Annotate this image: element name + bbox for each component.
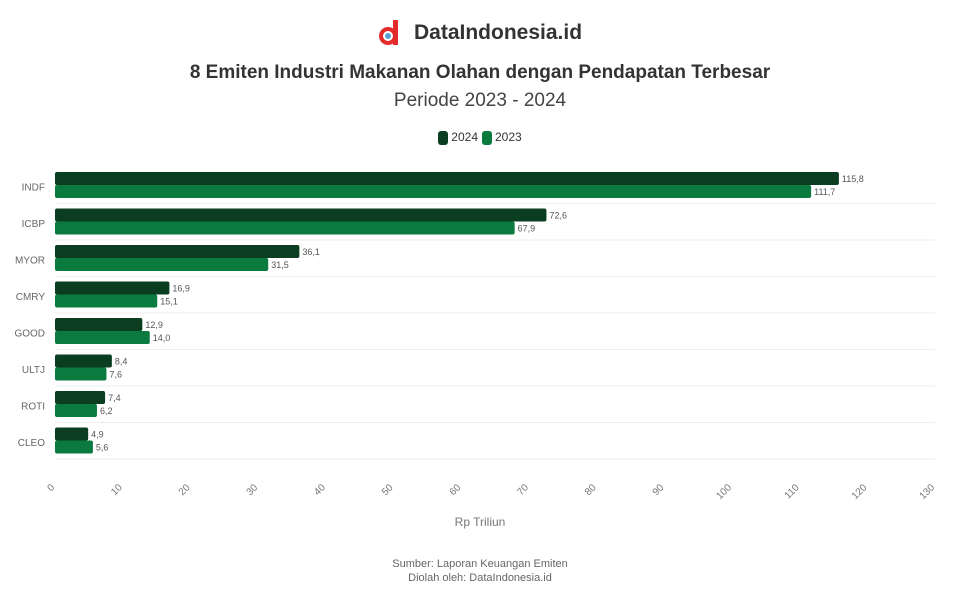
datain-logo-icon [378,20,402,46]
category-label: GOOD [14,328,45,339]
x-tick-label: 80 [583,482,599,498]
chart-subtitle: Periode 2023 - 2024 [393,90,567,111]
category-label: CLEO [18,438,45,449]
x-tick-label: 30 [245,482,261,498]
x-tick-label: 110 [783,482,802,501]
category-label: ICBP [22,219,46,230]
data-label-2024: 36,1 [302,247,320,257]
bar-2024 [55,391,106,404]
category-label: INDF [22,182,45,193]
data-label-2023: 14,0 [153,333,171,343]
data-label-2024: 8,4 [115,357,128,367]
data-label-2024: 12,9 [145,320,163,330]
data-label-2024: 72,6 [549,211,567,221]
data-label-2023: 31,5 [271,260,289,270]
category-label: ULTJ [22,365,45,376]
data-label-2023: 7,6 [109,370,122,380]
data-label-2023: 15,1 [160,297,178,307]
category-label: ROTI [21,401,45,412]
bar-2023 [55,367,107,381]
x-tick-label: 90 [651,482,667,498]
legend: 2024 2023 [0,130,960,145]
data-label-2024: 7,4 [108,393,121,403]
bar-2023 [55,258,269,271]
bar-2024 [55,354,112,368]
x-tick-label: 60 [448,482,464,498]
bar-2023 [55,221,515,235]
bar-2023 [55,185,812,198]
source-note: Sumber: Laporan Keuangan Emiten Diolah o… [0,557,960,585]
x-tick-label: 100 [714,482,734,502]
bar-2024 [55,427,89,441]
category-label: MYOR [15,255,45,266]
bar-2024 [55,208,547,222]
bar-2024 [55,245,300,258]
bar-2024 [55,172,839,185]
chart-title: 8 Emiten Industri Makanan Olahan dengan … [189,62,771,83]
bar-2023 [55,440,93,454]
x-tick-label: 50 [380,482,396,498]
legend-swatch-2024 [438,130,449,145]
data-label-2024: 16,9 [172,284,190,294]
x-tick-label: 40 [312,482,328,498]
x-tick-label: 120 [850,482,870,502]
bar-2024 [55,318,143,331]
bar-2023 [55,331,150,344]
data-label-2023: 111,7 [814,187,835,197]
data-label-2023: 6,2 [100,406,113,416]
source-line: Diolah oleh: DataIndonesia.id [408,572,552,584]
data-label-2023: 67,9 [518,224,536,234]
x-tick-label: 0 [45,482,57,494]
bar-2024 [55,281,170,295]
x-tick-label: 70 [515,482,531,498]
data-label-2023: 5,6 [96,443,109,453]
x-tick-label: 20 [177,482,193,498]
brand-name: DataIndonesia.id [413,21,583,44]
x-axis-title: Rp Triliun [454,515,506,529]
legend-swatch-2023 [482,130,492,145]
category-label: CMRY [16,292,46,303]
source-line: Sumber: Laporan Keuangan Emiten [392,558,568,570]
data-label-2024: 4,9 [91,430,104,440]
x-tick-label: 10 [109,482,125,498]
legend-label: 2023 [495,130,522,144]
legend-label: 2024 [451,130,478,144]
legend-item-2023[interactable]: 2023 [482,130,522,145]
x-tick-label: 130 [918,482,938,502]
bar-2023 [55,294,158,308]
bar-2023 [55,404,97,417]
data-label-2024: 115,8 [842,174,864,184]
brand-header: DataIndonesia.id [0,20,960,46]
legend-item-2024[interactable]: 2024 [438,130,478,145]
